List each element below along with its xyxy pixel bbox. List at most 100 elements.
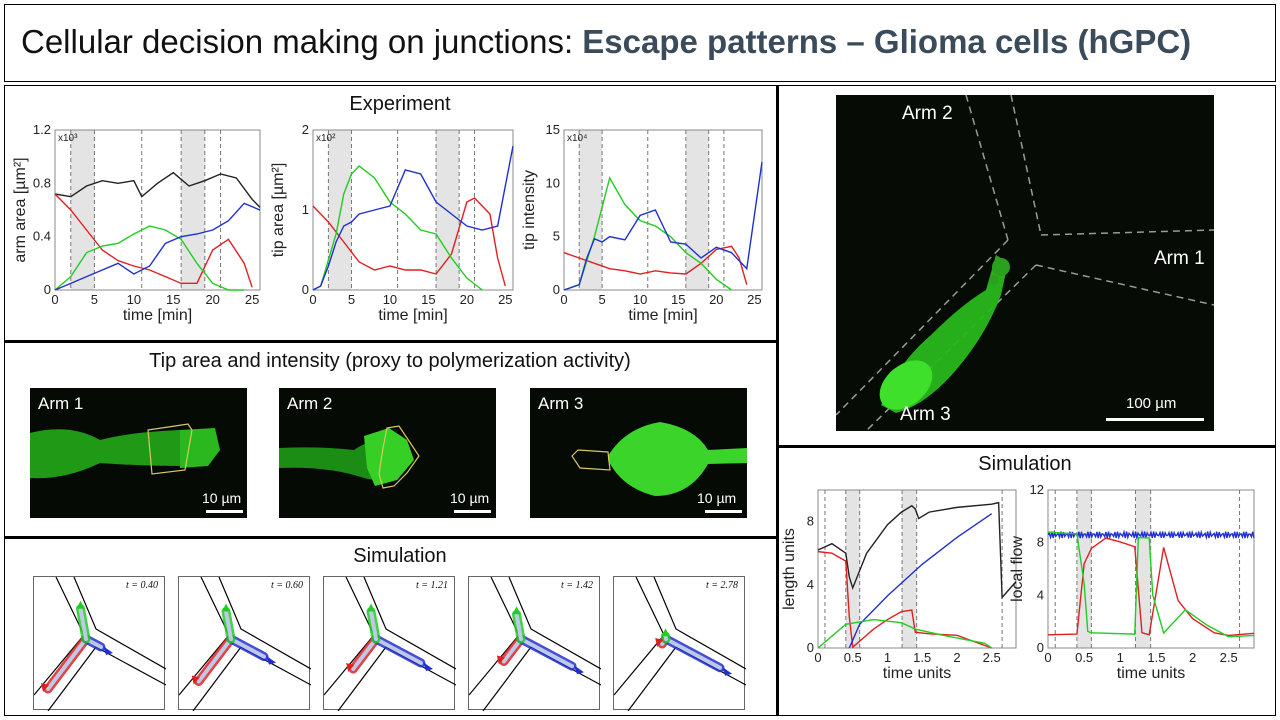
arrow-red [41,683,49,692]
arm-core [369,609,378,641]
simulation-frame: t = 1.42 [468,576,601,711]
arrow-blue [266,655,276,665]
simulation-frame-drawing [469,577,601,711]
axis-multiplier: x10⁴ [567,133,587,144]
arm-core [229,637,266,659]
x-tick-label: 0 [309,292,316,307]
arrow-blue [103,646,113,655]
plot-frame [1047,489,1255,649]
x-tick-label: 5 [348,292,355,307]
y-tick-label: 5 [553,229,560,244]
scale-label: 10 µm [697,490,737,506]
x-tick-label: 25 [245,292,259,307]
x-axis-label: time [min] [123,307,192,324]
simulation-time-label: t = 0.40 [125,580,158,591]
y-tick-label: 4 [807,577,814,592]
y-tick-label: 0 [553,282,560,297]
arm-core [374,637,423,665]
series-line-green [54,225,245,291]
y-tick-label: 1 [302,202,309,217]
channel-wall [337,646,387,711]
x-axis-label: time [min] [378,307,447,324]
arrow-green [76,600,85,609]
experiment-heading: Experiment [349,93,451,115]
chart-group: 0 5 10 15 0 5 10 15 20 25 time [min] tip intensity x… [521,122,763,324]
scale-bar [705,510,742,513]
tip-outline [571,449,611,471]
simulation-frame-drawing [34,577,166,711]
series-line-green [1047,531,1255,638]
tip-image-arm2: Arm 2 10 µm [279,388,496,518]
channel-wall [73,577,166,670]
series-line-blue [1047,529,1255,541]
y-tick-label: 0 [1037,640,1044,655]
x-tick-label: 2.5 [983,650,1001,665]
arm-core [196,637,233,684]
scale-bar [206,510,243,513]
x-tick-label: 20 [205,292,219,307]
x-tick-label: 10 [633,292,647,307]
channel-wall [627,646,677,711]
series-line-red [312,197,506,287]
channel-wall [482,646,532,711]
arrow-red [655,638,664,647]
y-tick-label: 8 [1037,535,1044,550]
channel-wall [218,577,311,670]
x-tick-label: 5 [598,292,605,307]
simulation-frame: t = 2.78 [613,576,746,711]
simulation-charts: 0 4 8 0 0.5 1 1.5 2 2.5 time units length units 0 4 8… [782,482,1255,682]
micrograph-scale-bar [1106,418,1204,421]
x-tick-label: 0 [51,292,58,307]
x-tick-label: 0 [814,650,821,665]
series-line-black [54,171,261,208]
simulation-time-label: t = 1.42 [560,580,593,591]
y-axis-label: tip area [µm²] [270,163,287,258]
simulation-time-label: t = 2.78 [705,580,738,591]
series-line-red [563,245,748,285]
arrow-green [512,606,521,615]
arm-core [46,637,88,691]
channel-wall [324,577,375,696]
simulation-bottom-heading: Simulation [353,545,447,567]
divider-left-2 [4,536,777,539]
simulation-frame-drawing [179,577,311,711]
x-tick-label: 15 [671,292,685,307]
shaded-region [436,130,460,290]
series-line-red [54,193,253,288]
tip-image-arm1-drawing [30,423,220,479]
x-tick-label: 1.5 [1147,650,1165,665]
x-tick-label: 10 [127,292,141,307]
axis-multiplier: x10³ [58,133,78,144]
arrow-red [191,675,200,685]
channel-wall [653,577,746,670]
tip-outline [147,423,193,475]
x-tick-label: 20 [709,292,723,307]
chart-group: 0 0.4 0.8 1.2 0 5 10 15 20 25 time [min] arm area [… [12,122,261,324]
y-tick-label: 2 [302,122,309,137]
y-tick-label: 12 [1030,482,1044,497]
x-tick-label: 20 [460,292,474,307]
scale-bar [454,510,491,513]
x-axis-label: time units [1117,665,1185,682]
simulation-right-heading: Simulation [978,453,1072,475]
simulation-frame-drawing [324,577,456,711]
y-tick-label: 4 [1037,587,1044,602]
arrow-red [496,655,505,665]
series-line-green [817,618,993,649]
shaded-region [181,130,205,290]
title-accent: Escape patterns – Glioma cells (hGPC) [582,23,1192,60]
micrograph-arm1-label: Arm 1 [1154,248,1205,269]
channel-wall [192,646,242,711]
series-line-black [817,501,1017,600]
arrow-blue [574,665,584,675]
tip-arm3-label: Arm 3 [538,394,584,413]
y-tick-label: 15 [546,122,560,137]
x-tick-label: 2 [1189,650,1196,665]
y-tick-label: 1.2 [33,122,51,137]
series-line-blue [563,161,763,291]
arm-core [663,634,668,641]
micrograph-arm2-label: Arm 2 [902,103,953,124]
title-box: Cellular decision making on junctions: E… [4,4,1276,82]
tip-image-arm3: Arm 3 10 µm [530,388,747,518]
tip-image-arm2-drawing [279,425,420,489]
